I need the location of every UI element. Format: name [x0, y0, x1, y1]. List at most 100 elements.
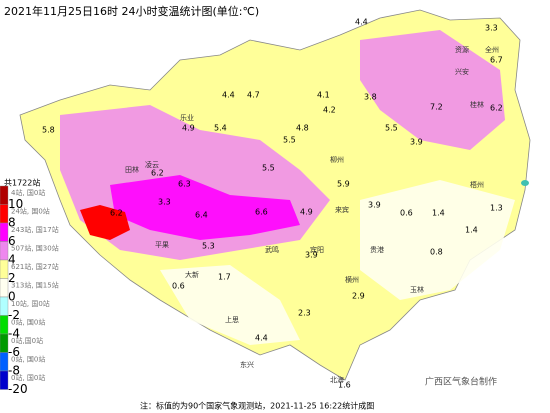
- station-value: 6.6: [255, 208, 268, 217]
- legend-count: 24站, 国0站: [11, 207, 50, 216]
- station-value: 4.4: [355, 18, 368, 27]
- legend-tick: 10: [8, 197, 23, 211]
- legend-tick: -8: [8, 363, 20, 377]
- legend-total: 共1722站: [4, 178, 40, 188]
- station-value: 5.5: [385, 124, 398, 133]
- legend-count: 0站, 国0站: [11, 318, 45, 327]
- legend-count: 4站, 国0站: [11, 188, 45, 197]
- station-value: 4.4: [255, 334, 268, 343]
- title: 2021年11月25日16时 24小时变温统计图(单位:℃): [4, 4, 259, 18]
- legend-swatch: [0, 204, 9, 224]
- station-value: 6.2: [151, 169, 164, 178]
- station-value: 5.5: [283, 136, 296, 145]
- cool-spot: [521, 180, 529, 186]
- warm-area: [360, 30, 505, 150]
- legend-tick: -2: [8, 308, 20, 322]
- station-value: 5.4: [214, 124, 227, 133]
- footer-note: 注：标值的为90个国家气象观测站，2021-11-25 16:22统计成图: [140, 401, 374, 411]
- station-value: 3.9: [410, 138, 423, 147]
- legend-tick: 2: [8, 271, 16, 285]
- legend-swatch: [0, 296, 9, 316]
- station-value: 3.9: [368, 201, 381, 210]
- legend-tick: 0: [8, 289, 16, 303]
- station-value: 4.9: [182, 124, 195, 133]
- legend-swatch: [0, 222, 9, 242]
- station-value: 6.2: [490, 104, 503, 113]
- station-value: 1.4: [432, 209, 445, 218]
- place-name: 柳州: [330, 155, 344, 164]
- station-value: 0.6: [400, 209, 413, 218]
- place-name: 全州: [485, 45, 499, 54]
- station-value: 4.2: [323, 106, 336, 115]
- cool-area: [360, 180, 515, 300]
- hot-area: [110, 175, 300, 240]
- legend-count: 507站, 国30站: [11, 244, 59, 253]
- station-value: 4.4: [222, 91, 235, 100]
- place-name: 武鸣: [265, 245, 279, 254]
- legend-swatch: [0, 352, 9, 372]
- station-value: 4.1: [317, 91, 330, 100]
- station-value: 6.2: [110, 209, 123, 218]
- place-name: 梧州: [470, 180, 484, 189]
- legend-swatch: [0, 370, 9, 390]
- station-value: 5.3: [202, 242, 215, 251]
- legend-count: 621站, 国27站: [11, 262, 59, 271]
- legend-tick: -4: [8, 326, 20, 340]
- legend-tick: 4: [8, 252, 16, 266]
- legend-count: 243站, 国17站: [11, 225, 59, 234]
- legend-count: 0站,国0站: [11, 336, 43, 345]
- station-value: 3.3: [158, 198, 171, 207]
- station-value: 0.8: [430, 248, 443, 257]
- legend-swatch: [0, 259, 9, 279]
- station-value: 4.9: [300, 208, 313, 217]
- station-value: 6.3: [178, 180, 191, 189]
- legend-tick: 8: [8, 215, 16, 229]
- station-value: 1.3: [490, 204, 503, 213]
- legend-swatch: [0, 333, 9, 353]
- place-name: 上思: [225, 315, 239, 324]
- place-name: 田林: [125, 165, 139, 174]
- station-value: 1.6: [338, 381, 351, 390]
- place-name: 玉林: [410, 285, 424, 294]
- legend-count: 313站, 国15站: [11, 281, 59, 290]
- place-name: 宾阳: [310, 245, 324, 254]
- station-value: 3.9: [305, 251, 318, 260]
- station-value: 5.8: [42, 126, 55, 135]
- place-name: 东兴: [240, 360, 254, 369]
- station-value: 0.6: [172, 282, 185, 291]
- place-name: 贵港: [370, 245, 384, 254]
- legend-count: 0站, 国0站: [11, 373, 45, 382]
- station-value: 4.8: [296, 124, 309, 133]
- place-name: 大新: [185, 270, 199, 279]
- station-value: 2.9: [352, 292, 365, 301]
- station-value: 5.9: [337, 180, 350, 189]
- legend-swatch: [0, 185, 9, 205]
- legend-tick: 6: [8, 234, 16, 248]
- legend-swatch: [0, 315, 9, 335]
- place-name: 横州: [345, 275, 359, 284]
- credit: 广西区气象台制作: [425, 376, 497, 388]
- station-value: 1.4: [465, 226, 478, 235]
- station-value: 7.2: [430, 103, 443, 112]
- station-value: 2.3: [298, 309, 311, 318]
- station-value: 5.5: [262, 164, 275, 173]
- place-name: 凌云: [145, 160, 159, 169]
- legend-count: 0站, 国0站: [11, 355, 45, 364]
- station-value: 6.7: [490, 56, 503, 65]
- station-value: 4.7: [247, 91, 260, 100]
- legend-swatch: [0, 278, 9, 298]
- station-value: 6.4: [195, 211, 208, 220]
- cool-area: [160, 265, 300, 345]
- legend-tick: -20: [8, 382, 28, 396]
- station-value: 3.8: [364, 93, 377, 102]
- place-name: 桂林: [470, 100, 484, 109]
- legend-swatch: [0, 241, 9, 261]
- legend-count: 10站, 国0站: [11, 299, 50, 308]
- legend-tick: -6: [8, 345, 20, 359]
- place-name: 资源: [455, 45, 469, 54]
- station-value: 3.3: [485, 24, 498, 33]
- place-name: 平果: [155, 241, 169, 249]
- place-name: 来宾: [335, 205, 349, 214]
